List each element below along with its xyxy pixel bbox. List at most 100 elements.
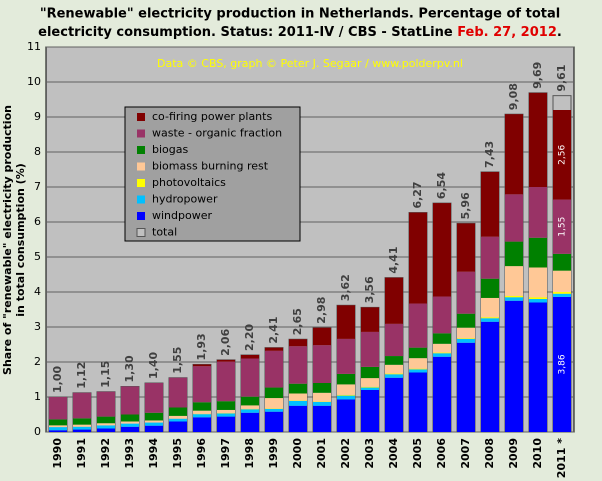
- x-tick-label: 1996: [195, 438, 208, 469]
- total-label: 7,43: [483, 141, 496, 168]
- title-text: electricity consumption. Status: 2011-IV…: [38, 25, 457, 40]
- bar-segment: [481, 317, 499, 319]
- bar-segment: [217, 413, 235, 417]
- x-tick-label: 1999: [267, 438, 280, 469]
- bar-segment: [433, 343, 451, 353]
- bar-segment: [193, 402, 211, 411]
- x-tick-label: 2005: [411, 438, 424, 469]
- bar-segment: [337, 395, 355, 400]
- y-tick-label: 2: [34, 355, 41, 368]
- bar-segment: [433, 296, 451, 334]
- bar-segment: [193, 410, 211, 414]
- bar-segment: [289, 339, 307, 347]
- bar-segment: [265, 387, 283, 399]
- legend-swatch: [137, 146, 145, 154]
- bar-segment: [433, 352, 451, 354]
- bar-segment: [385, 364, 403, 374]
- bar-segment: [505, 194, 523, 242]
- bar-segment: [169, 415, 187, 419]
- bar-segment: [529, 187, 547, 238]
- total-label: 9,08: [507, 83, 520, 110]
- legend-label: total: [152, 226, 177, 239]
- bar-segment: [553, 199, 571, 254]
- legend-swatch: [137, 129, 145, 138]
- legend-swatch: [137, 113, 145, 121]
- bar-segment: [97, 423, 115, 426]
- segment-label: 1,55: [558, 217, 568, 237]
- y-tick-label: 9: [34, 110, 41, 123]
- bar-segment: [121, 423, 139, 427]
- bar-segment: [313, 327, 331, 346]
- bar-segment: [289, 405, 307, 432]
- bar-segment: [505, 297, 523, 301]
- x-tick-label: 2010: [531, 438, 544, 469]
- x-tick-label: 1998: [243, 438, 256, 469]
- y-tick-label: 10: [27, 75, 41, 88]
- legend-swatch: [136, 228, 146, 237]
- bar-segment: [265, 411, 283, 432]
- bar-segment: [73, 426, 91, 430]
- bar-segment: [241, 396, 259, 406]
- bar-segment: [361, 307, 379, 332]
- bar-segment: [457, 313, 475, 328]
- total-label: 1,55: [171, 347, 184, 374]
- total-label: 1,12: [75, 362, 88, 389]
- bar-segment: [529, 299, 547, 303]
- bar-segment: [121, 426, 139, 432]
- y-axis-label: in total consumption (%): [14, 163, 27, 316]
- bar-segment: [385, 374, 403, 378]
- bar-segment: [121, 386, 139, 415]
- bar-segment: [385, 377, 403, 432]
- segment-label: 2,56: [558, 145, 568, 165]
- x-tick-label: 2003: [363, 438, 376, 469]
- bar-segment: [433, 203, 451, 297]
- bar-segment: [481, 278, 499, 298]
- segment-label: 3,86: [558, 354, 568, 374]
- x-tick-label: 1991: [75, 438, 88, 469]
- bar-segment: [457, 338, 475, 339]
- x-tick-label: 1990: [51, 438, 64, 469]
- legend-swatch: [137, 195, 145, 204]
- legend-label: windpower: [152, 209, 212, 222]
- total-label: 1,15: [99, 361, 112, 388]
- y-tick-label: 7: [34, 180, 41, 193]
- bar-segment: [361, 390, 379, 432]
- bar-segment: [361, 386, 379, 388]
- total-label: 4,41: [387, 247, 400, 274]
- y-axis-label: Share of "renewable" electricity product…: [1, 105, 14, 375]
- bar-segment: [49, 419, 67, 426]
- bar-segment: [169, 377, 187, 408]
- x-tick-label: 1995: [171, 438, 184, 469]
- bar-segment: [457, 338, 475, 343]
- total-label: 2,41: [267, 317, 280, 344]
- total-label: 6,27: [411, 181, 424, 208]
- bar-segment: [193, 414, 211, 418]
- total-label: 1,40: [147, 352, 160, 379]
- x-tick-label: 2009: [507, 438, 520, 469]
- bar-segment: [289, 346, 307, 384]
- x-tick-label: 2002: [339, 438, 352, 469]
- bar-segment: [97, 416, 115, 424]
- bar-segment: [385, 373, 403, 375]
- bar-segment: [361, 331, 379, 367]
- bar-segment: [169, 418, 187, 422]
- total-label: 9,61: [555, 65, 568, 92]
- bar-segment: [505, 114, 523, 195]
- bar-segment: [457, 271, 475, 314]
- legend-label: photovoltaics: [152, 176, 226, 189]
- bar-segment: [553, 253, 571, 271]
- total-label: 2,20: [243, 324, 256, 351]
- bar-segment: [481, 171, 499, 237]
- bar-segment: [97, 391, 115, 417]
- bar-segment: [145, 412, 163, 421]
- bar-segment: [97, 425, 115, 429]
- legend-label: biomass burning rest: [152, 160, 269, 173]
- bar-segment: [337, 394, 355, 396]
- bar-segment: [241, 409, 259, 413]
- x-tick-label: 1993: [123, 438, 136, 469]
- bar-segment: [49, 430, 67, 432]
- bar-segment: [145, 422, 163, 426]
- chart-title: "Renewable" electricity production in Ne…: [40, 7, 560, 22]
- bar-segment: [217, 361, 235, 402]
